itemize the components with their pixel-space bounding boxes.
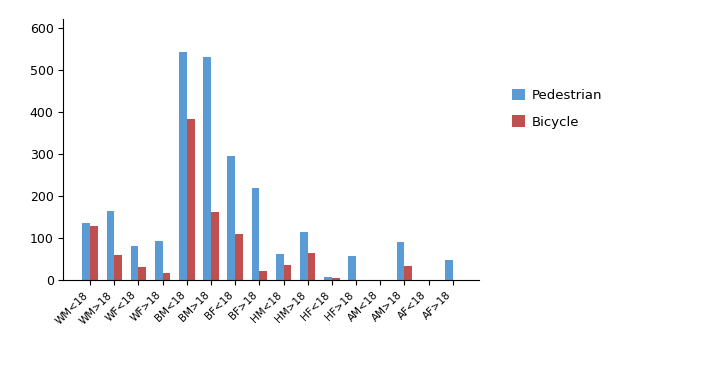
Bar	[259, 271, 267, 280]
Bar	[332, 278, 340, 280]
Bar	[211, 212, 219, 280]
Bar	[90, 226, 98, 280]
Bar	[324, 277, 332, 280]
Bar	[155, 242, 163, 280]
Bar	[228, 156, 235, 280]
Bar	[283, 265, 291, 280]
Bar	[138, 268, 146, 280]
Bar	[276, 254, 283, 280]
Bar	[397, 242, 405, 280]
Bar	[179, 52, 187, 280]
Bar	[235, 234, 243, 280]
Bar	[114, 255, 122, 280]
Bar	[300, 232, 307, 280]
Bar	[445, 260, 453, 280]
Bar	[252, 188, 259, 280]
Bar	[203, 57, 211, 280]
Bar	[82, 223, 90, 280]
Bar	[405, 266, 412, 280]
Legend: Pedestrian, Bicycle: Pedestrian, Bicycle	[507, 83, 608, 134]
Bar	[163, 273, 171, 280]
Bar	[348, 256, 356, 280]
Bar	[307, 253, 315, 280]
Bar	[106, 211, 114, 280]
Bar	[130, 245, 138, 280]
Bar	[187, 119, 195, 280]
